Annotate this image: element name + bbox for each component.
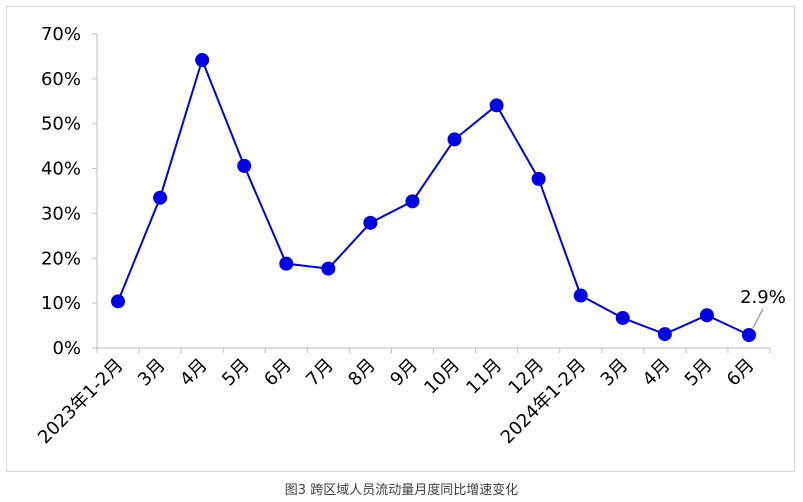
y-tick-labels: 0% 10% 20% 30% 40% 50% 60% 70% bbox=[41, 24, 81, 359]
series-line bbox=[117, 56, 750, 336]
data-point bbox=[615, 310, 630, 325]
data-point bbox=[237, 158, 252, 173]
x-tick-label: 3月 bbox=[134, 355, 170, 391]
chart-frame bbox=[6, 6, 795, 472]
y-tick-label: 70% bbox=[41, 24, 81, 45]
data-point bbox=[447, 132, 462, 147]
x-tick-label: 3月 bbox=[597, 355, 633, 391]
data-point bbox=[699, 308, 714, 323]
data-point bbox=[573, 288, 588, 303]
data-point bbox=[279, 256, 294, 271]
data-point bbox=[111, 294, 126, 309]
data-point bbox=[741, 327, 756, 342]
x-tick-label: 11月 bbox=[462, 355, 506, 399]
x-tick-label: 6月 bbox=[723, 355, 759, 391]
y-tick-label: 30% bbox=[41, 203, 81, 224]
x-tick-label: 6月 bbox=[260, 355, 296, 391]
data-point bbox=[657, 327, 672, 342]
series-points bbox=[111, 53, 756, 342]
data-point bbox=[321, 261, 336, 276]
annotation-leader bbox=[752, 308, 764, 329]
x-tick-label: 4月 bbox=[639, 355, 675, 391]
data-point bbox=[195, 53, 210, 68]
x-tick-labels: 2023年1-2月 3月 4月 5月 6月 7月 8月 9月10月11月12月2024年1-2… bbox=[34, 355, 758, 448]
data-point bbox=[363, 215, 378, 230]
annotations: 2.9% bbox=[740, 287, 786, 329]
data-point bbox=[489, 98, 504, 113]
y-tick-label: 10% bbox=[41, 293, 81, 314]
data-point bbox=[531, 171, 546, 186]
figure-caption: 图3 跨区域人员流动量月度同比增速变化 bbox=[284, 483, 519, 498]
y-tick-label: 40% bbox=[41, 159, 81, 180]
x-tick-label: 4月 bbox=[176, 355, 212, 391]
chart-axes bbox=[92, 33, 771, 353]
y-tick-label: 50% bbox=[41, 114, 81, 135]
y-tick-label: 0% bbox=[52, 338, 81, 359]
annotation-label: 2.9% bbox=[740, 287, 786, 308]
x-tick-label: 2023年1-2月 bbox=[34, 355, 127, 448]
x-tick-label: 7月 bbox=[302, 355, 338, 391]
x-tick-label: 10月 bbox=[420, 355, 464, 399]
series-lines bbox=[117, 56, 750, 336]
x-tick-label: 5月 bbox=[681, 355, 717, 391]
x-tick-label: 5月 bbox=[218, 355, 254, 391]
x-tick-label: 8月 bbox=[344, 355, 380, 391]
x-tick-label: 9月 bbox=[386, 355, 422, 391]
y-tick-label: 20% bbox=[41, 248, 81, 269]
data-point bbox=[153, 190, 168, 205]
data-point bbox=[405, 194, 420, 209]
y-tick-label: 60% bbox=[41, 69, 81, 90]
